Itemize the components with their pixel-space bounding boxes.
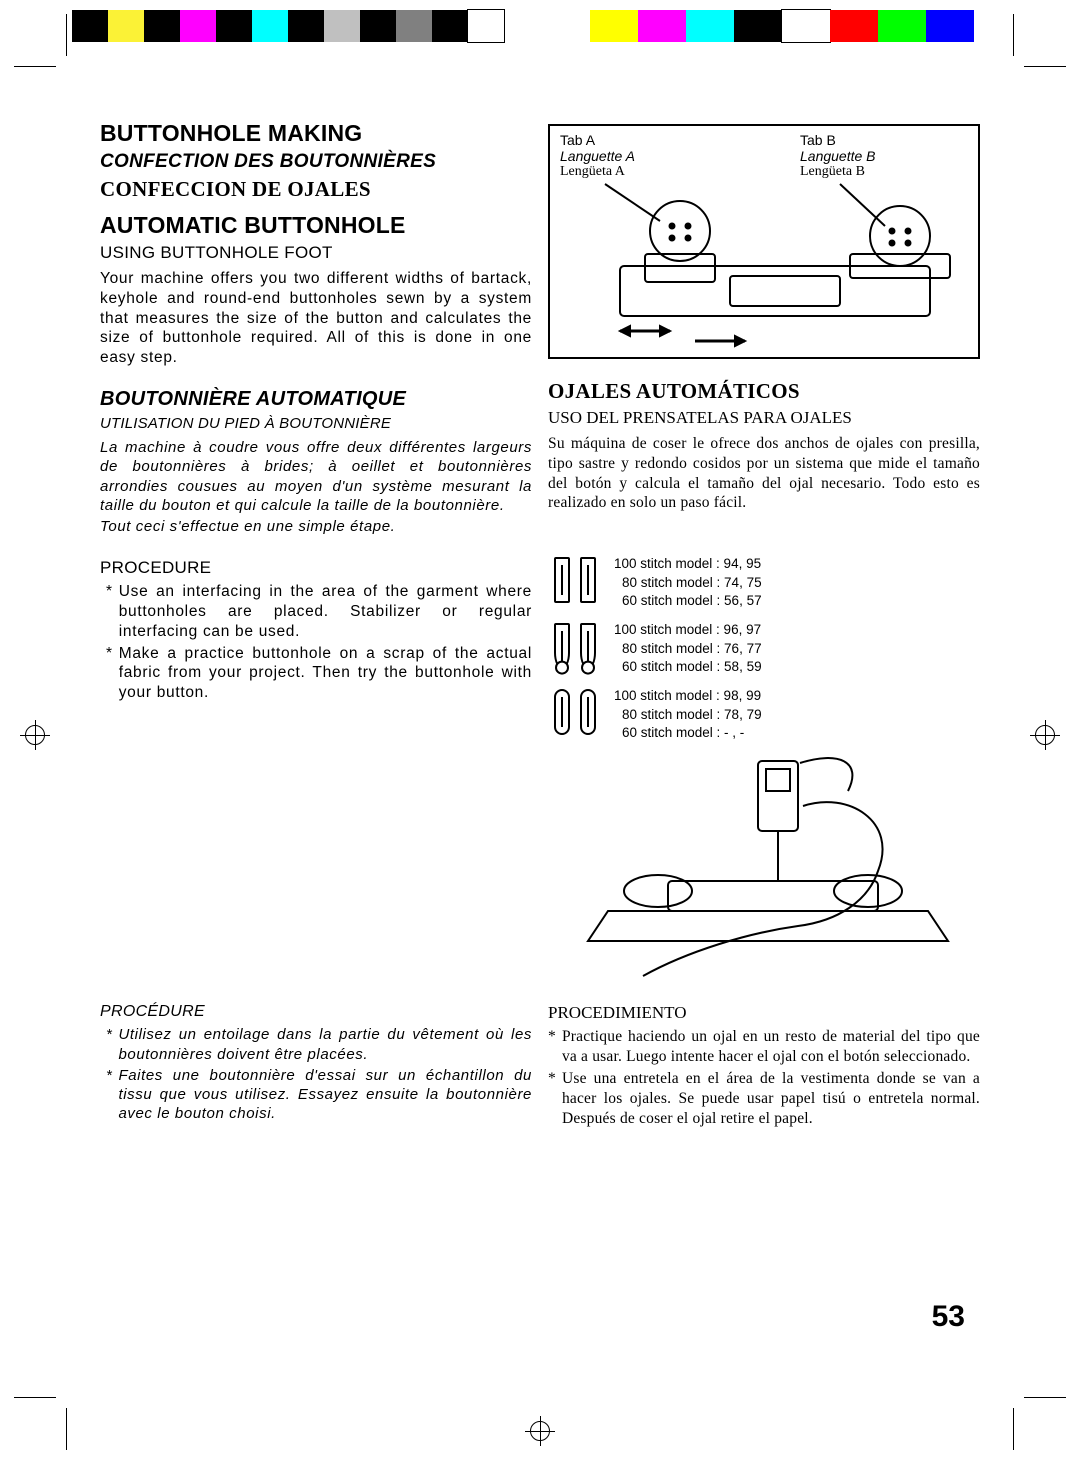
section-body-en: Your machine offers you two different wi… [100, 269, 532, 368]
crop-mark [14, 66, 56, 67]
buttonhole-icon-keyhole [548, 621, 608, 675]
buttonhole-icon-round [548, 687, 608, 741]
procedure-item-en: *Make a practice buttonhole on a scrap o… [100, 644, 532, 703]
tab-b-label-en: Tab B [800, 132, 876, 148]
title-fr: CONFECTION DES BOUTONNIÈRES [100, 151, 532, 173]
crop-mark [14, 1397, 56, 1398]
section-heading-fr: BOUTONNIÈRE AUTOMATIQUE [100, 388, 532, 411]
section-body-fr-2: Tout ceci s'effectue en une simple étape… [100, 517, 532, 536]
tab-b-label-es: Lengüeta B [800, 164, 876, 180]
procedure-heading-en: PROCEDURE [100, 558, 532, 578]
procedure-item-es: *Practique haciendo un ojal en un resto … [548, 1027, 980, 1067]
section-subheading-fr: UTILISATION DU PIED À BOUTONNIÈRE [100, 415, 532, 432]
registration-mark [1030, 720, 1060, 750]
procedure-es-column: PROCEDIMIENTO *Practique haciendo un oja… [548, 1003, 980, 1128]
color-registration-bar-left [72, 10, 504, 42]
color-registration-bar-right [590, 10, 974, 42]
tab-a-label-fr: Languette A [560, 148, 635, 164]
crop-mark [1013, 1408, 1014, 1450]
procedure-heading-fr: PROCÉDURE [100, 1003, 532, 1021]
right-column: Tab A Languette A Lengüeta A Tab B Langu… [548, 120, 980, 991]
stitch-line: 80 stitch model : 76, 77 [614, 640, 980, 658]
stitch-line: 100 stitch model : 96, 97 [614, 621, 980, 639]
section-heading-en: AUTOMATIC BUTTONHOLE [100, 212, 532, 239]
buttonhole-foot-diagram: Tab A Languette A Lengüeta A Tab B Langu… [548, 124, 980, 359]
stitch-line: 60 stitch model : 58, 59 [614, 658, 980, 676]
stitch-model-table: 100 stitch model : 94, 95 80 stitch mode… [548, 555, 980, 745]
page-number: 53 [932, 1300, 965, 1334]
procedure-item-fr: *Faites une boutonnière d'essai sur un é… [100, 1066, 532, 1124]
procedure-heading-es: PROCEDIMIENTO [548, 1003, 980, 1023]
crop-mark [66, 14, 67, 56]
tab-a-label-en: Tab A [560, 132, 635, 148]
stitch-line: 80 stitch model : 78, 79 [614, 706, 980, 724]
page-content: BUTTONHOLE MAKING CONFECTION DES BOUTONN… [100, 120, 980, 1128]
stitch-line: 60 stitch model : - , - [614, 724, 980, 742]
section-subheading-en: USING BUTTONHOLE FOOT [100, 243, 532, 263]
machine-diagram [548, 751, 980, 991]
section-body-es: Su máquina de coser le ofrece dos anchos… [548, 434, 980, 513]
section-body-fr: La machine à coudre vous offre deux diff… [100, 438, 532, 515]
registration-mark [20, 720, 50, 750]
registration-mark [525, 1416, 555, 1446]
tab-b-label-fr: Languette B [800, 148, 876, 164]
tab-a-label-es: Lengüeta A [560, 164, 635, 180]
stitch-line: 60 stitch model : 56, 57 [614, 592, 980, 610]
crop-mark [1024, 1397, 1066, 1398]
stitch-line: 100 stitch model : 94, 95 [614, 555, 980, 573]
crop-mark [1024, 66, 1066, 67]
procedure-item-fr: *Utilisez un entoilage dans la partie du… [100, 1025, 532, 1063]
stitch-line: 100 stitch model : 98, 99 [614, 687, 980, 705]
stitch-line: 80 stitch model : 74, 75 [614, 574, 980, 592]
procedure-item-es: *Use una entretela en el área de la vest… [548, 1069, 980, 1128]
title-en: BUTTONHOLE MAKING [100, 120, 532, 147]
crop-mark [1013, 14, 1014, 56]
buttonhole-icon-bartack [548, 555, 608, 609]
left-column: BUTTONHOLE MAKING CONFECTION DES BOUTONN… [100, 120, 532, 991]
section-subheading-es: USO DEL PRENSATELAS PARA OJALES [548, 408, 980, 428]
procedure-item-en: *Use an interfacing in the area of the g… [100, 582, 532, 641]
title-es: CONFECCION DE OJALES [100, 177, 532, 202]
procedure-fr-column: PROCÉDURE *Utilisez un entoilage dans la… [100, 1003, 532, 1128]
crop-mark [66, 1408, 67, 1450]
section-heading-es: OJALES AUTOMÁTICOS [548, 379, 980, 404]
